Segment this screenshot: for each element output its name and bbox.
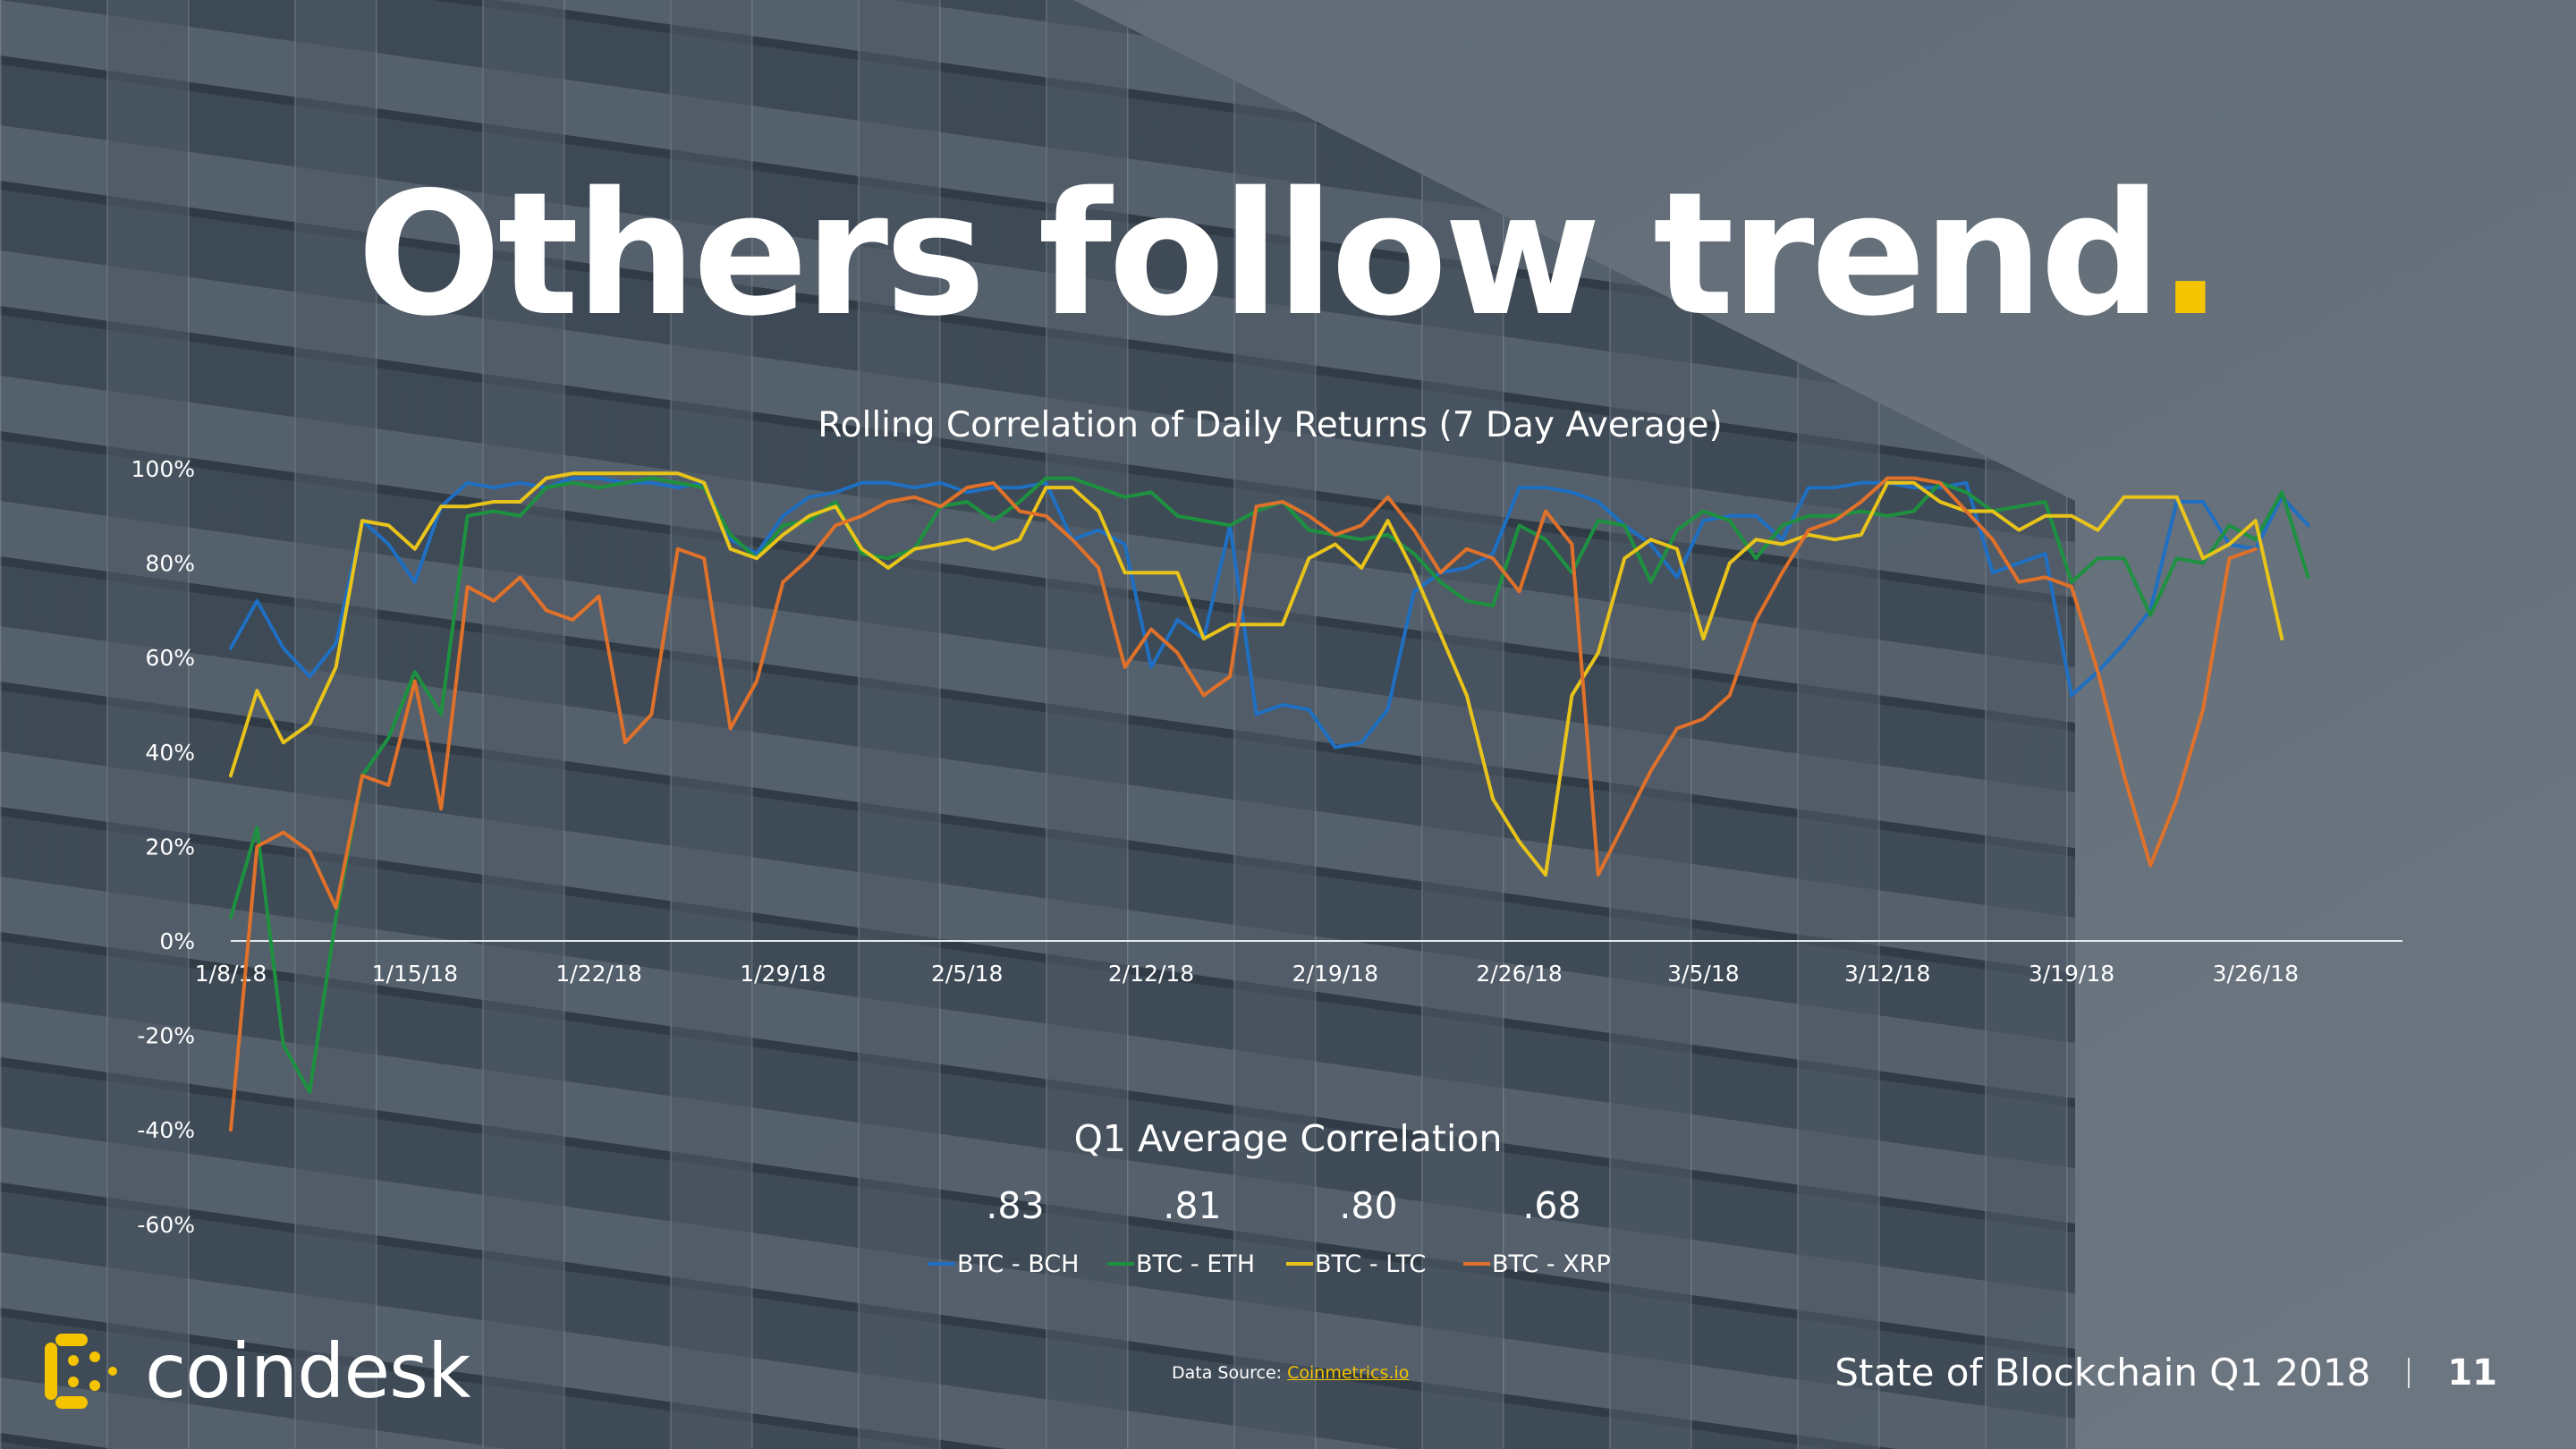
- data-source-label: Data Source:: [1172, 1363, 1283, 1383]
- average-value: .83: [986, 1184, 1044, 1227]
- y-tick-label: 80%: [145, 551, 195, 577]
- coindesk-logo: coindesk: [43, 1322, 471, 1420]
- title-accent-dot: .: [2157, 156, 2223, 353]
- data-source: Data Source: Coinmetrics.io: [1172, 1363, 1409, 1383]
- footer: State of Blockchain Q1 2018 11: [1835, 1351, 2497, 1394]
- x-tick-label: 3/5/18: [1667, 961, 1739, 987]
- series-lines: [229, 471, 2310, 1132]
- average-values: .83 .81 .80 .68: [986, 1184, 1580, 1227]
- x-tick-label: 2/12/18: [1108, 961, 1194, 987]
- series-line: [229, 471, 2284, 877]
- y-tick-label: 60%: [145, 645, 195, 671]
- slide-title-text: Others follow trend: [357, 156, 2162, 353]
- chart-legend: BTC - BCH BTC - ETH BTC - LTC BTC - XRP: [928, 1250, 1611, 1278]
- average-value: .80: [1339, 1184, 1397, 1227]
- x-tick-label: 2/19/18: [1292, 961, 1378, 987]
- y-tick-label: -60%: [137, 1212, 195, 1238]
- y-tick-label: -20%: [137, 1023, 195, 1049]
- page-number: 11: [2447, 1352, 2497, 1394]
- slide-title: Others follow trend.: [0, 170, 2576, 340]
- y-axis: 100% 80% 60% 40% 20% 0% -20% -40% -60%: [131, 456, 195, 1238]
- x-tick-label: 1/8/18: [195, 961, 267, 987]
- series-line: [229, 476, 2310, 750]
- x-tick-label: 3/19/18: [2029, 961, 2114, 987]
- x-tick-label: 2/5/18: [931, 961, 1003, 987]
- legend-label: BTC - ETH: [1136, 1250, 1255, 1278]
- y-tick-label: 100%: [131, 456, 195, 482]
- series-line: [229, 476, 2310, 1094]
- x-axis: 1/8/18 1/15/18 1/22/18 1/29/18 2/5/18 2/12/18…: [195, 940, 2402, 987]
- footer-divider: [2408, 1357, 2411, 1388]
- average-value: .81: [1163, 1184, 1221, 1227]
- chart-title: Rolling Correlation of Daily Returns (7 …: [818, 405, 1722, 445]
- series-line: [229, 476, 2258, 1132]
- legend-label: BTC - XRP: [1492, 1250, 1611, 1278]
- y-tick-label: 40%: [145, 740, 195, 766]
- coindesk-logo-icon: [45, 1334, 117, 1409]
- y-tick-label: 0%: [159, 928, 195, 954]
- data-source-link[interactable]: Coinmetrics.io: [1287, 1363, 1410, 1383]
- x-tick-label: 1/22/18: [555, 961, 641, 987]
- x-tick-label: 1/29/18: [740, 961, 826, 987]
- legend-label: BTC - BCH: [957, 1250, 1079, 1278]
- y-tick-label: -40%: [137, 1117, 195, 1143]
- x-tick-label: 2/26/18: [1476, 961, 1562, 987]
- x-tick-label: 1/15/18: [372, 961, 458, 987]
- x-tick-label: 3/26/18: [2213, 961, 2299, 987]
- footer-report-title: State of Blockchain Q1 2018: [1835, 1351, 2371, 1394]
- summary-title: Q1 Average Correlation: [1074, 1117, 1503, 1160]
- brand-name: coindesk: [145, 1327, 471, 1415]
- average-value: .68: [1522, 1184, 1580, 1227]
- legend-label: BTC - LTC: [1315, 1250, 1426, 1278]
- y-tick-label: 20%: [145, 834, 195, 860]
- x-tick-label: 3/12/18: [1844, 961, 1930, 987]
